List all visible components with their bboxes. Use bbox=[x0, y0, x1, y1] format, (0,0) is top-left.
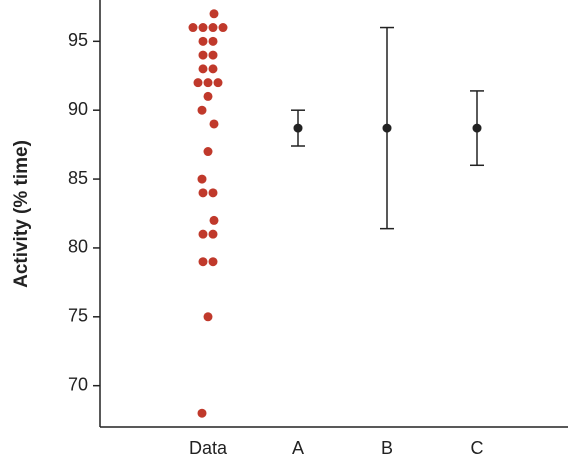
data-point bbox=[198, 188, 208, 198]
x-tick-label: Data bbox=[189, 438, 228, 458]
data-point bbox=[208, 50, 218, 60]
data-point bbox=[208, 64, 218, 74]
data-point bbox=[193, 78, 203, 88]
data-point bbox=[208, 36, 218, 46]
mean-point bbox=[382, 123, 392, 133]
y-tick-label: 85 bbox=[68, 168, 88, 188]
data-point bbox=[209, 119, 219, 129]
data-point bbox=[197, 105, 207, 115]
data-point bbox=[197, 174, 207, 184]
y-tick-label: 90 bbox=[68, 99, 88, 119]
data-point bbox=[203, 91, 213, 101]
data-point bbox=[203, 147, 213, 157]
data-point bbox=[198, 257, 208, 267]
data-point bbox=[188, 23, 198, 33]
y-tick-label: 80 bbox=[68, 237, 88, 257]
data-point bbox=[209, 215, 219, 225]
data-point bbox=[218, 23, 228, 33]
y-tick-label: 70 bbox=[68, 374, 88, 394]
data-point bbox=[208, 188, 218, 198]
data-point bbox=[198, 64, 208, 74]
data-point bbox=[208, 257, 218, 267]
x-tick-label: C bbox=[471, 438, 484, 458]
data-point bbox=[198, 50, 208, 60]
y-axis-label: Activity (% time) bbox=[11, 140, 32, 288]
data-point bbox=[203, 78, 213, 88]
mean-point bbox=[293, 123, 303, 133]
x-tick-label: B bbox=[381, 438, 393, 458]
y-tick-label: 95 bbox=[68, 30, 88, 50]
data-point bbox=[203, 312, 213, 322]
data-point bbox=[198, 23, 208, 33]
x-tick-label: A bbox=[292, 438, 304, 458]
data-point bbox=[197, 408, 207, 418]
mean-point bbox=[472, 123, 482, 133]
data-point bbox=[208, 229, 218, 239]
data-point bbox=[213, 78, 223, 88]
data-point bbox=[198, 229, 208, 239]
data-point bbox=[209, 9, 219, 19]
data-point bbox=[208, 23, 218, 33]
y-tick-label: 75 bbox=[68, 306, 88, 326]
data-point bbox=[198, 36, 208, 46]
